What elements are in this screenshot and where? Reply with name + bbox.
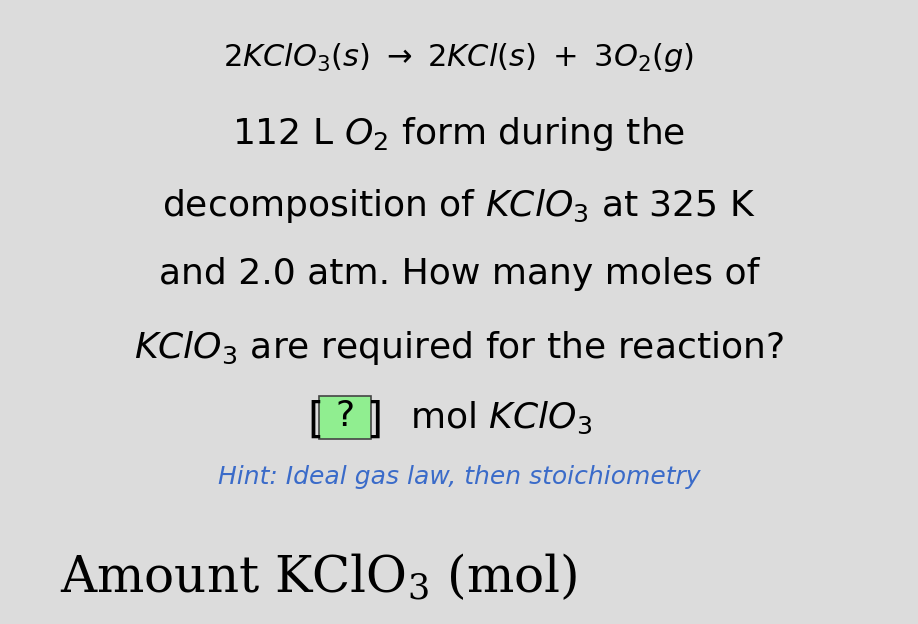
Text: $2KClO_3(s)\ \rightarrow\ 2KCl(s)\ +\ 3O_2(g)$: $2KClO_3(s)\ \rightarrow\ 2KCl(s)\ +\ 3O… [223,41,695,74]
Text: and 2.0 atm. How many moles of: and 2.0 atm. How many moles of [159,257,759,291]
Text: $KClO_3$ are required for the reaction?: $KClO_3$ are required for the reaction? [134,329,784,368]
Text: ]: ] [366,399,383,441]
FancyBboxPatch shape [319,396,371,439]
Text: Amount $\mathregular{KClO_3}$ (mol): Amount $\mathregular{KClO_3}$ (mol) [60,552,577,603]
Text: decomposition of $KClO_3$ at 325 K: decomposition of $KClO_3$ at 325 K [162,187,756,225]
Text: Hint: Ideal gas law, then stoichiometry: Hint: Ideal gas law, then stoichiometry [218,465,700,489]
Text: $112\ \mathrm{L}\ O_2$ form during the: $112\ \mathrm{L}\ O_2$ form during the [232,115,686,154]
Text: mol $KClO_3$: mol $KClO_3$ [410,399,592,436]
Text: [: [ [308,399,324,441]
Text: ?: ? [336,399,354,433]
